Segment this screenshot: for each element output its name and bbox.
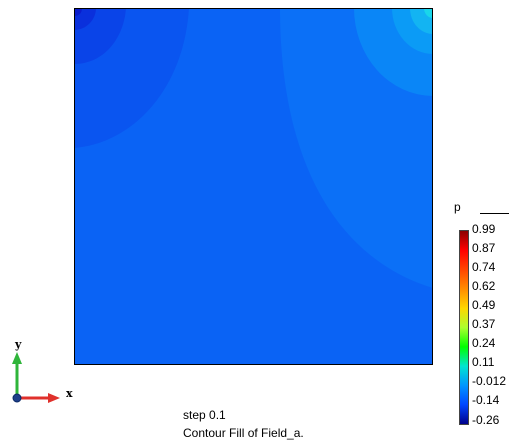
colorbar-tick-label: 0.37 [472, 317, 496, 331]
colorbar-tick-label: 0.99 [472, 222, 496, 236]
contour-band-upper-right-hot [424, 8, 433, 18]
colorbar-tick-label: 0.49 [472, 298, 496, 312]
colorbar-tick-label: 0.11 [472, 355, 495, 369]
contour-plot-svg [74, 8, 433, 365]
colorbar-tick-label: 0.74 [472, 260, 496, 274]
colorbar-tick-label: -0.012 [472, 374, 507, 388]
legend-title-underline [480, 213, 509, 214]
legend-title: p [454, 200, 461, 214]
colorbar-tick-label: 0.24 [472, 336, 496, 350]
axes-gizmo-svg [12, 352, 60, 403]
colorbar-tick-label: 0.62 [472, 279, 496, 293]
contour-description: Contour Fill of Field_a. [183, 426, 304, 440]
contour-plot[interactable] [74, 8, 433, 365]
axes-orientation-gizmo: y x [8, 338, 78, 408]
colorbar-tick-label: 0.87 [472, 241, 496, 255]
y-axis-label: y [15, 338, 22, 351]
y-axis-arrowhead-icon [12, 352, 22, 364]
plot-caption: step 0.1 Contour Fill of Field_a. [183, 406, 304, 442]
origin-icon [12, 393, 22, 403]
x-axis-label: x [66, 387, 73, 400]
colorbar-tick-label: -0.26 [472, 413, 500, 427]
x-axis-arrowhead-icon [48, 393, 60, 403]
colorbar [459, 230, 469, 425]
plot-frame [74, 8, 433, 365]
contour-band-upper-left-4 [74, 8, 82, 16]
step-label: step 0.1 [183, 408, 226, 422]
colorbar-tick-label: -0.14 [472, 393, 500, 407]
